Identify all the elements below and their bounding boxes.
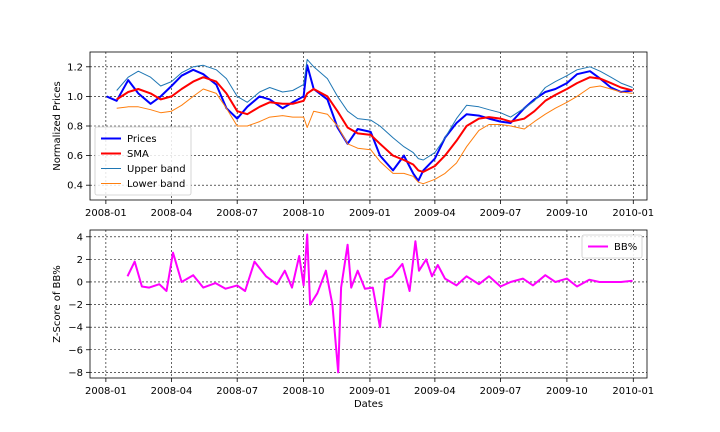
x-tick-label: 2008-04	[151, 208, 193, 219]
legend-label-sma: SMA	[127, 149, 149, 160]
legend-label-lower-band: Lower band	[127, 179, 185, 190]
legend-label-prices: Prices	[127, 134, 157, 145]
x-tick-label: 2008-07	[216, 208, 258, 219]
y-tick-label: 1.2	[67, 62, 83, 73]
x-tick-label: 2009-10	[546, 386, 588, 397]
legend-label-upper-band: Upper band	[127, 164, 186, 175]
x-tick-label: 2008-07	[216, 386, 258, 397]
x-tick-label: 2010-01	[612, 208, 654, 219]
y-tick-label: 0	[77, 277, 83, 288]
series-line-sma	[116, 76, 633, 173]
y-axis-label: Normalized Prices	[52, 81, 63, 171]
y-tick-label: 0.8	[67, 122, 83, 133]
y-tick-label: −8	[68, 368, 83, 379]
x-tick-label: 2009-04	[414, 208, 456, 219]
series-group	[126, 233, 633, 374]
series-line-bb	[126, 233, 633, 374]
x-axis-label: Dates	[354, 399, 383, 410]
legend: Prices SMA Upper band Lower band	[94, 126, 192, 196]
x-tick-label: 2008-04	[151, 386, 193, 397]
legend-box	[581, 234, 643, 259]
series-line-upper-band	[116, 58, 633, 161]
y-tick-label: 4	[77, 232, 83, 243]
x-tick-label: 2010-01	[612, 386, 654, 397]
x-tick-label: 2008-01	[85, 386, 127, 397]
y-tick-label: −2	[68, 300, 83, 311]
series-line-lower-band	[116, 85, 633, 185]
y-tick-label: 2	[77, 255, 83, 266]
axes-frame	[89, 229, 648, 379]
legend: BB%	[581, 234, 643, 259]
x-tick-label: 2008-01	[85, 208, 127, 219]
y-axis-label: Z-Score of BB%	[52, 265, 63, 343]
y-tick-label: 0.6	[67, 151, 83, 162]
x-tick-label: 2009-04	[414, 386, 456, 397]
x-tick-label: 2009-01	[349, 208, 391, 219]
x-tick-label: 2009-10	[546, 208, 588, 219]
chart-panel-1: 2008-01 2008-04 2008-07 2008-10 2009-01 2009-…	[52, 229, 654, 410]
y-tick-label: 1.0	[67, 92, 83, 103]
legend-label-bb: BB%	[614, 242, 637, 253]
y-tick-label: −4	[68, 323, 83, 334]
y-tick-label: −6	[68, 345, 83, 356]
x-tick-label: 2009-07	[480, 208, 522, 219]
series-line-prices	[106, 64, 633, 182]
y-tick-label: 0.4	[67, 181, 83, 192]
x-tick-label: 2008-10	[283, 208, 325, 219]
legend-box	[94, 126, 192, 196]
chart-panel-0: 2008-01 2008-04 2008-07 2008-10 2009-01 2009-…	[52, 51, 654, 219]
x-tick-label: 2009-07	[480, 386, 522, 397]
x-tick-label: 2008-10	[283, 386, 325, 397]
axes-frame	[89, 51, 648, 201]
series-group	[106, 58, 633, 185]
x-tick-label: 2009-01	[349, 386, 391, 397]
